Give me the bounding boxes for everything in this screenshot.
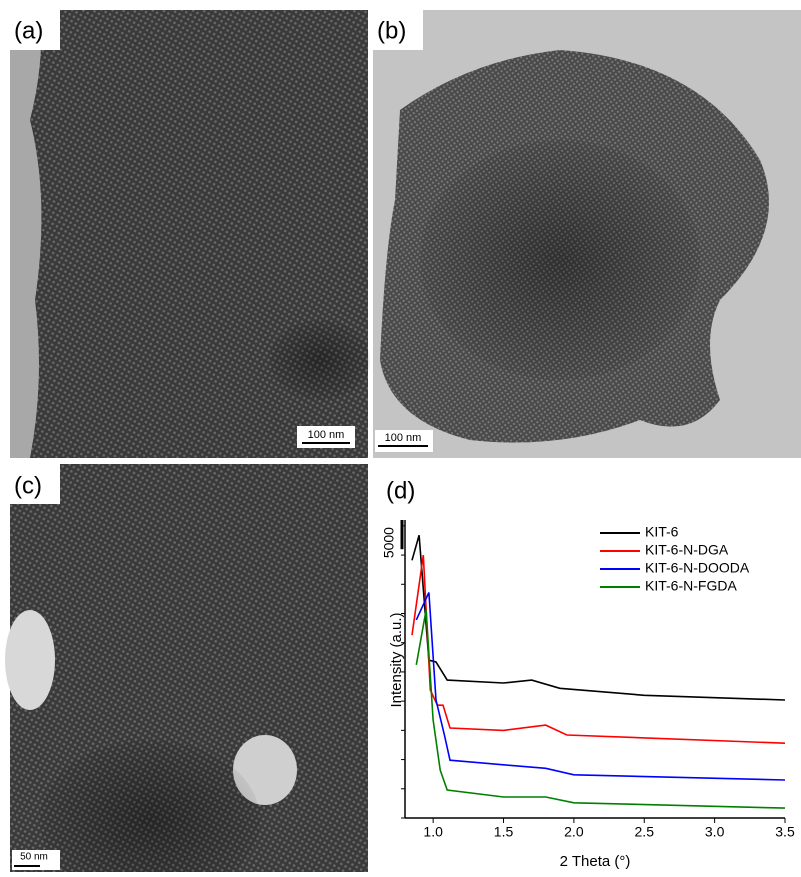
x-tick-label: 2.5 [635,824,655,840]
x-tick-label: 2.0 [564,824,584,840]
x-tick-label: 1.0 [423,824,443,840]
tem-image-c: (c) 50 nm [5,464,368,877]
scale-bar-label: 100 nm [308,429,345,441]
series-line [411,534,786,701]
x-tick-label: 1.5 [494,824,514,840]
panel-label: (a) [14,17,43,44]
legend-label: KIT-6-N-FGDA [645,578,737,594]
series-line [415,592,786,781]
panel-label: (b) [377,17,406,44]
x-tick-label: 3.0 [705,824,725,840]
tem-image-b: (b) 100 nm [373,10,801,458]
panel-label: (d) [386,477,415,504]
x-axis-title: 2 Theta (°) [560,853,631,870]
legend-label: KIT-6-N-DGA [645,542,729,558]
legend-label: KIT-6-N-DOODA [645,560,750,576]
legend-label: KIT-6 [645,524,679,540]
y-axis-title: Intensity (a.u.) [388,612,405,707]
scale-bar-label: 100 nm [385,432,422,444]
series-line [415,609,786,809]
x-tick-label: 3.5 [775,824,795,840]
scale-bar-label: 5000 [381,527,397,558]
chart: 1.0 1.5 2.0 2.5 3.0 3.5 5000 KIT-6 KIT-6-N-DGA KI… [381,520,795,840]
tem-image-a: (a) 100 nm [10,10,370,458]
scale-bar-label: 50 nm [20,852,48,863]
panel-label: (c) [14,472,42,499]
